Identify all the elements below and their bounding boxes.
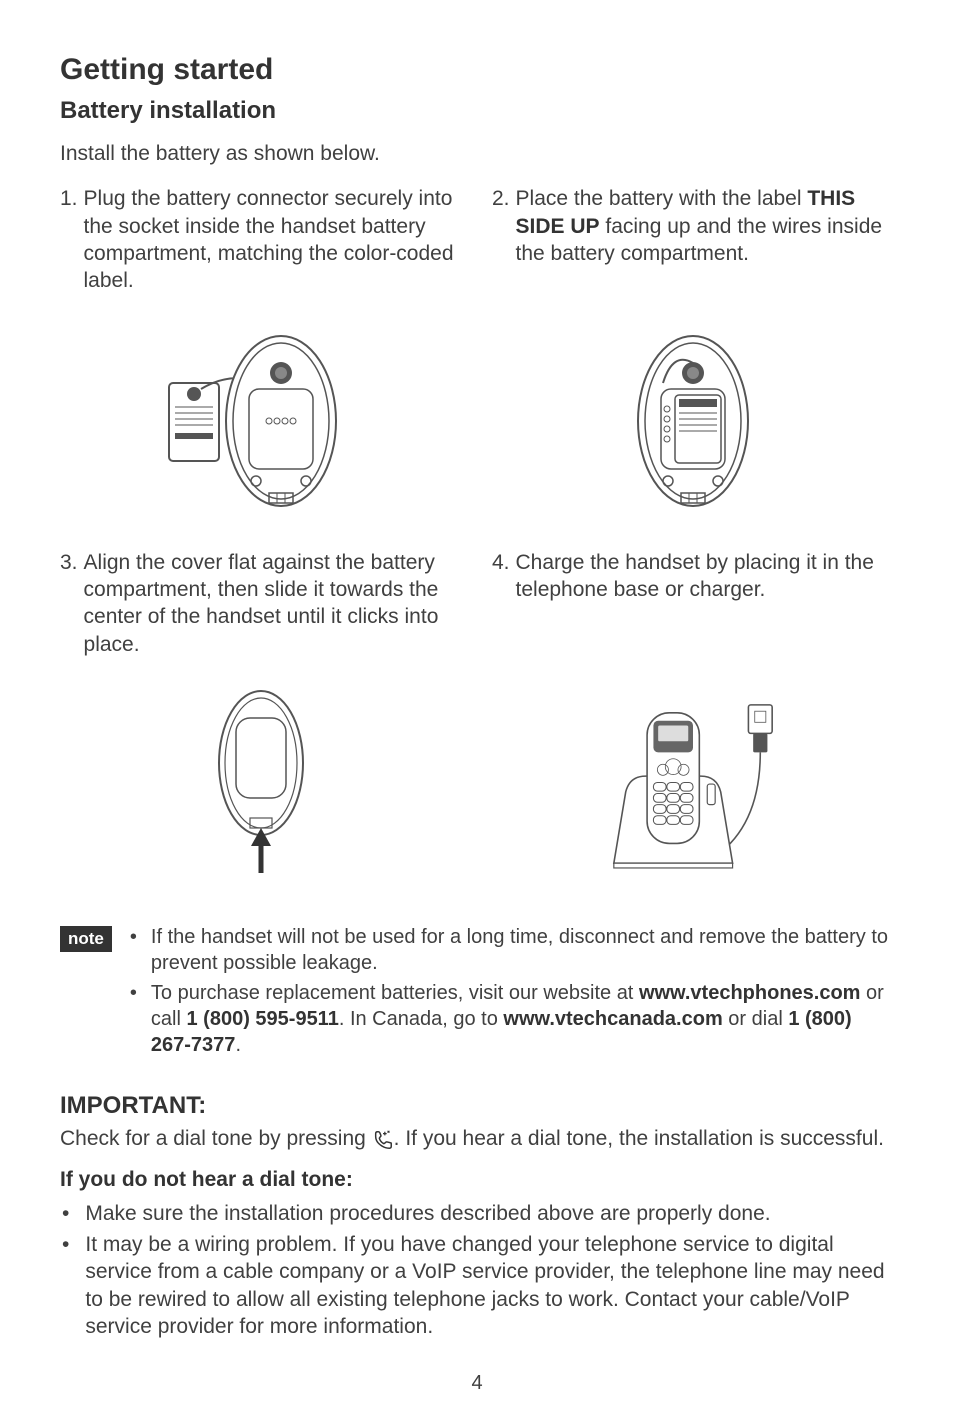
t: or dial — [723, 1008, 789, 1030]
step-body: Charge the handset by placing it in the … — [516, 549, 894, 604]
step-3-image — [60, 674, 462, 916]
t: www.vtechcanada.com — [503, 1008, 722, 1030]
step-1: 1. Plug the battery connector securely i… — [60, 185, 462, 294]
imp-pre: Check for a dial tone by pressing — [60, 1127, 372, 1150]
list-item: • Make sure the installation procedures … — [60, 1200, 894, 1227]
charger-base-diagram-icon — [598, 678, 788, 898]
note-text: To purchase replacement batteries, visit… — [151, 980, 894, 1058]
t: . In Canada, go to — [339, 1008, 504, 1030]
note-block: note • If the handset will not be used f… — [60, 924, 894, 1062]
step-2-image — [492, 311, 894, 539]
step-1-image — [60, 311, 462, 539]
bullet-icon: • — [130, 980, 137, 1006]
important-text: Check for a dial tone by pressing . If y… — [60, 1125, 894, 1152]
step-number: 3. — [60, 549, 78, 576]
no-dial-heading: If you do not hear a dial tone: — [60, 1166, 894, 1193]
phone-talk-icon — [372, 1129, 394, 1151]
step-number: 4. — [492, 549, 510, 576]
note-list: • If the handset will not be used for a … — [126, 924, 894, 1062]
note-item: • To purchase replacement batteries, vis… — [126, 980, 894, 1058]
bullet-icon: • — [62, 1231, 69, 1258]
list-text: It may be a wiring problem. If you have … — [85, 1231, 894, 1340]
t: www.vtechphones.com — [639, 982, 861, 1004]
list-text: Make sure the installation procedures de… — [85, 1200, 770, 1227]
page-number: 4 — [60, 1370, 894, 1396]
step-4-image — [492, 674, 894, 916]
step-body: Align the cover flat against the battery… — [84, 549, 462, 658]
no-dial-list: • Make sure the installation procedures … — [60, 1200, 894, 1340]
note-item: • If the handset will not be used for a … — [126, 924, 894, 976]
list-item: • It may be a wiring problem. If you hav… — [60, 1231, 894, 1340]
steps-grid: 1. Plug the battery connector securely i… — [60, 185, 894, 915]
section-subtitle: Battery installation — [60, 95, 894, 126]
note-badge: note — [60, 926, 112, 952]
handset-back-diagram-icon — [161, 321, 361, 521]
cover-slide-diagram-icon — [186, 678, 336, 878]
imp-post: . If you hear a dial tone, the installat… — [394, 1127, 884, 1150]
bullet-icon: • — [130, 924, 137, 950]
step-body: Plug the battery connector securely into… — [84, 185, 462, 294]
step-body: Place the battery with the label THIS SI… — [516, 185, 894, 267]
bullet-icon: • — [62, 1200, 69, 1227]
t: To purchase replacement batteries, visit… — [151, 982, 639, 1004]
step-number: 1. — [60, 185, 78, 212]
t: . — [235, 1034, 241, 1056]
note-text: If the handset will not be used for a lo… — [151, 924, 894, 976]
step2-pre: Place the battery with the label — [516, 187, 808, 210]
handset-battery-diagram-icon — [593, 321, 793, 521]
step-4: 4. Charge the handset by placing it in t… — [492, 549, 894, 658]
page-title: Getting started — [60, 50, 894, 89]
step-3: 3. Align the cover flat against the batt… — [60, 549, 462, 658]
step-number: 2. — [492, 185, 510, 212]
step-2: 2. Place the battery with the label THIS… — [492, 185, 894, 294]
t: 1 (800) 595-9511 — [186, 1008, 338, 1030]
intro-text: Install the battery as shown below. — [60, 140, 894, 167]
important-heading: IMPORTANT: — [60, 1090, 894, 1121]
